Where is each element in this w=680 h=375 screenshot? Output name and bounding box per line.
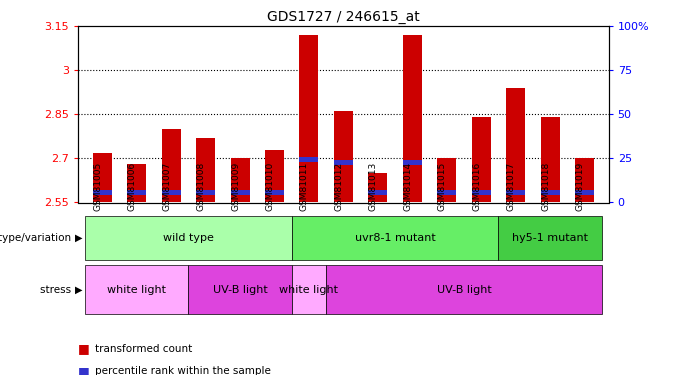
Text: GSM81005: GSM81005	[93, 162, 102, 211]
Bar	[403, 160, 422, 165]
Bar	[196, 138, 215, 202]
Text: GSM81007: GSM81007	[163, 162, 171, 211]
Bar	[162, 190, 181, 195]
Bar	[292, 265, 326, 314]
Bar	[506, 190, 525, 195]
Bar	[93, 190, 112, 195]
Bar	[334, 111, 353, 202]
Bar	[299, 35, 318, 203]
Bar	[472, 117, 491, 202]
Text: hy5-1 mutant: hy5-1 mutant	[512, 233, 588, 243]
Bar	[85, 265, 188, 314]
Text: uvr8-1 mutant: uvr8-1 mutant	[355, 233, 435, 243]
Bar	[162, 129, 181, 203]
Text: ■: ■	[78, 342, 90, 355]
Text: white light: white light	[279, 285, 339, 295]
Bar	[541, 117, 560, 202]
Text: GSM81010: GSM81010	[265, 162, 275, 211]
Text: GSM81011: GSM81011	[300, 162, 309, 211]
Text: GSM81019: GSM81019	[575, 162, 585, 211]
Bar	[575, 158, 594, 203]
Bar	[231, 190, 250, 195]
Bar	[265, 190, 284, 195]
Bar	[437, 190, 456, 195]
Bar	[369, 173, 388, 202]
Bar	[369, 190, 388, 195]
Bar	[127, 164, 146, 202]
Bar	[299, 158, 318, 162]
Bar	[506, 88, 525, 202]
Text: ■: ■	[78, 365, 90, 375]
Bar	[326, 265, 602, 314]
Text: GSM81018: GSM81018	[541, 162, 550, 211]
Bar	[403, 35, 422, 203]
Bar	[498, 216, 602, 260]
Bar	[188, 265, 292, 314]
Text: ▶: ▶	[75, 285, 82, 295]
Bar	[265, 150, 284, 202]
Text: transformed count: transformed count	[95, 344, 192, 354]
Text: GSM81016: GSM81016	[472, 162, 481, 211]
Text: UV-B light: UV-B light	[437, 285, 492, 295]
Text: genotype/variation: genotype/variation	[0, 233, 75, 243]
Text: GSM81017: GSM81017	[507, 162, 515, 211]
Text: ▶: ▶	[75, 233, 82, 243]
Title: GDS1727 / 246615_at: GDS1727 / 246615_at	[267, 10, 420, 24]
Bar	[231, 158, 250, 203]
Text: GSM81014: GSM81014	[403, 162, 412, 211]
Text: GSM81009: GSM81009	[231, 162, 240, 211]
Text: GSM81015: GSM81015	[438, 162, 447, 211]
Text: GSM81013: GSM81013	[369, 162, 378, 211]
Bar	[85, 216, 292, 260]
Bar	[575, 190, 594, 195]
Text: white light: white light	[107, 285, 166, 295]
Text: wild type: wild type	[163, 233, 214, 243]
Bar	[437, 158, 456, 203]
Bar	[541, 190, 560, 195]
Text: stress: stress	[40, 285, 75, 295]
Bar	[196, 190, 215, 195]
Text: GSM81006: GSM81006	[128, 162, 137, 211]
Bar	[127, 190, 146, 195]
Text: UV-B light: UV-B light	[213, 285, 267, 295]
Text: GSM81012: GSM81012	[335, 162, 343, 211]
Text: percentile rank within the sample: percentile rank within the sample	[95, 366, 271, 375]
Bar	[292, 216, 498, 260]
Bar	[93, 153, 112, 203]
Bar	[472, 190, 491, 195]
Text: GSM81008: GSM81008	[197, 162, 205, 211]
Bar	[334, 160, 353, 165]
